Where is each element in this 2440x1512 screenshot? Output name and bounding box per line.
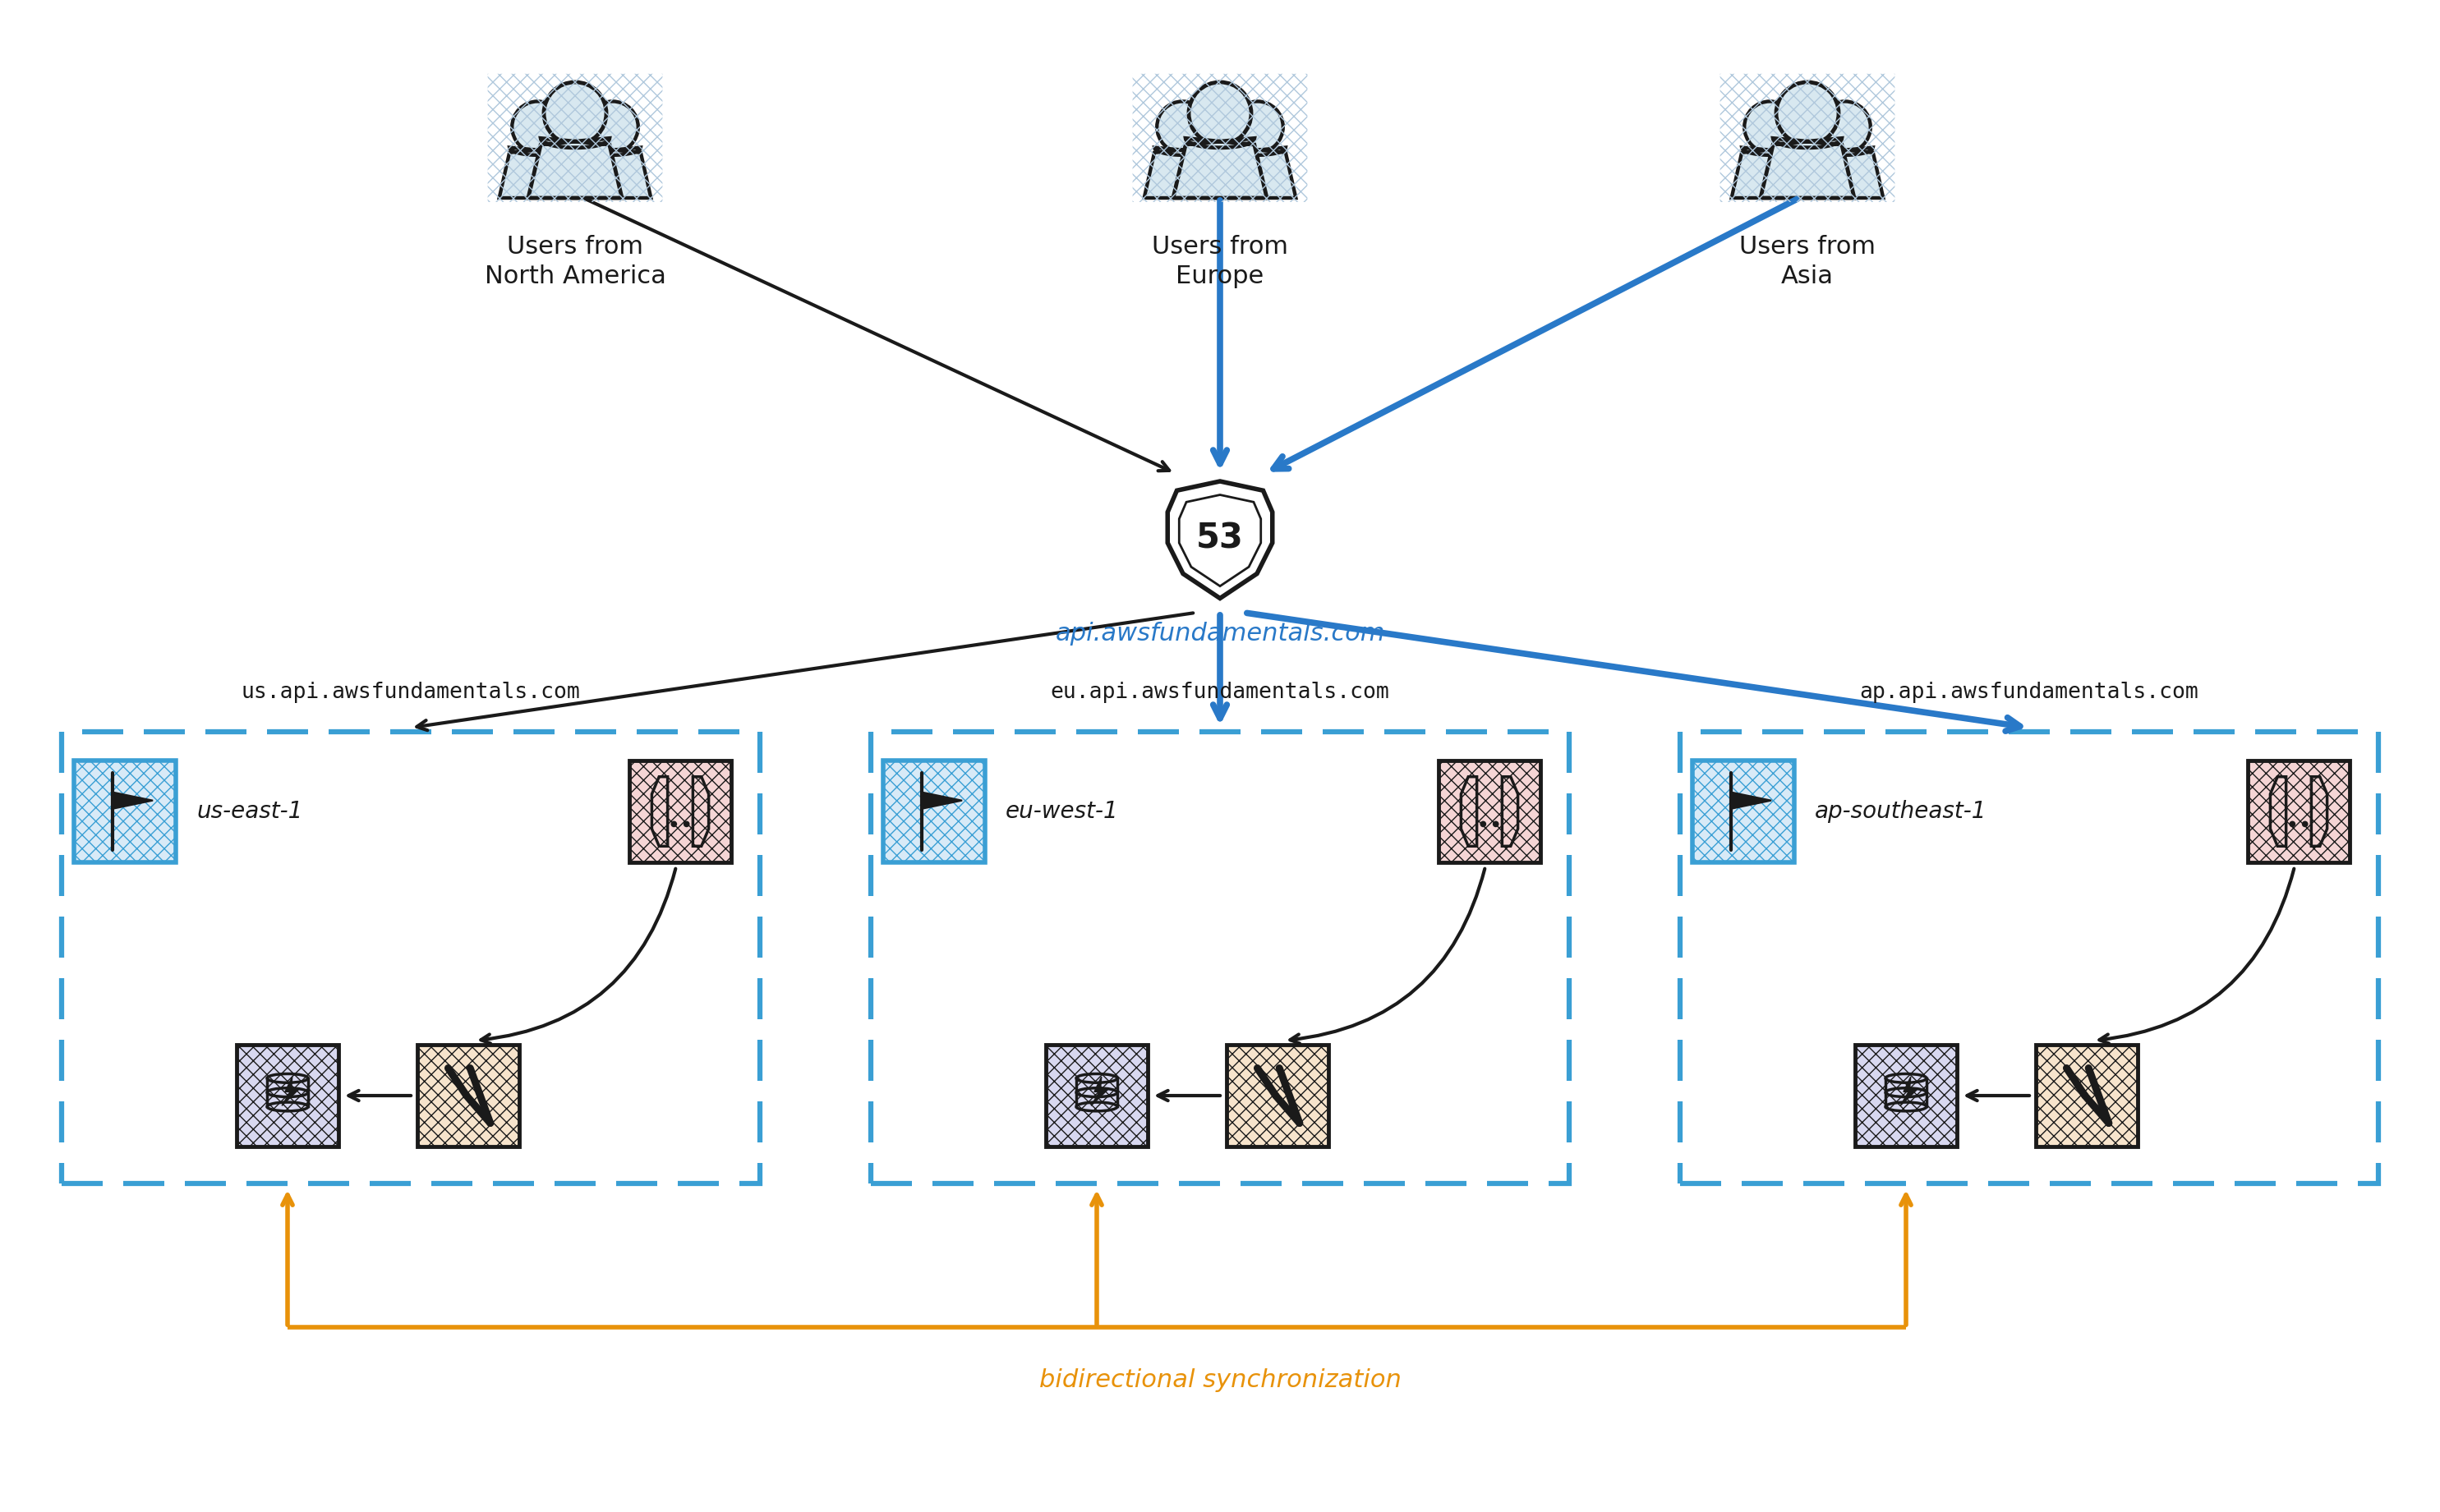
Polygon shape bbox=[1091, 1077, 1108, 1105]
Circle shape bbox=[588, 101, 639, 153]
Text: us.api.awsfundamentals.com: us.api.awsfundamentals.com bbox=[242, 682, 581, 703]
Text: bidirectional synchronization: bidirectional synchronization bbox=[1039, 1368, 1401, 1393]
FancyBboxPatch shape bbox=[237, 1045, 339, 1146]
Circle shape bbox=[1188, 82, 1252, 145]
Text: ap.api.awsfundamentals.com: ap.api.awsfundamentals.com bbox=[1859, 682, 2198, 703]
Polygon shape bbox=[527, 138, 622, 198]
Circle shape bbox=[1745, 101, 1796, 153]
Circle shape bbox=[1157, 101, 1208, 153]
Polygon shape bbox=[283, 1077, 300, 1105]
FancyBboxPatch shape bbox=[73, 761, 176, 862]
FancyBboxPatch shape bbox=[1854, 1045, 1957, 1146]
Polygon shape bbox=[1144, 148, 1220, 198]
Circle shape bbox=[671, 821, 676, 827]
FancyBboxPatch shape bbox=[1047, 1045, 1147, 1146]
FancyBboxPatch shape bbox=[1440, 761, 1540, 862]
Polygon shape bbox=[1730, 792, 1771, 809]
FancyBboxPatch shape bbox=[2035, 1045, 2137, 1146]
Circle shape bbox=[1232, 101, 1283, 153]
Text: api.awsfundamentals.com: api.awsfundamentals.com bbox=[1054, 621, 1386, 646]
Polygon shape bbox=[1806, 148, 1884, 198]
Circle shape bbox=[1820, 101, 1871, 153]
Polygon shape bbox=[112, 792, 154, 809]
Text: us-east-1: us-east-1 bbox=[195, 800, 303, 823]
Circle shape bbox=[1481, 821, 1486, 827]
FancyBboxPatch shape bbox=[1693, 761, 1793, 862]
Polygon shape bbox=[1762, 138, 1854, 198]
Text: Users from
Europe: Users from Europe bbox=[1152, 234, 1288, 289]
FancyBboxPatch shape bbox=[2247, 761, 2350, 862]
Polygon shape bbox=[500, 148, 576, 198]
Text: Users from
Asia: Users from Asia bbox=[1740, 234, 1876, 289]
Circle shape bbox=[683, 821, 691, 827]
Text: ap-southeast-1: ap-southeast-1 bbox=[1815, 800, 1986, 823]
FancyBboxPatch shape bbox=[883, 761, 986, 862]
Text: Users from
North America: Users from North America bbox=[486, 234, 666, 289]
Polygon shape bbox=[1732, 148, 1808, 198]
FancyBboxPatch shape bbox=[630, 761, 732, 862]
Polygon shape bbox=[573, 148, 651, 198]
Text: eu.api.awsfundamentals.com: eu.api.awsfundamentals.com bbox=[1052, 682, 1388, 703]
FancyBboxPatch shape bbox=[1227, 1045, 1327, 1146]
Text: 53: 53 bbox=[1196, 522, 1244, 556]
FancyBboxPatch shape bbox=[417, 1045, 520, 1146]
Circle shape bbox=[2301, 821, 2308, 827]
Polygon shape bbox=[1174, 138, 1266, 198]
Circle shape bbox=[2289, 821, 2296, 827]
Polygon shape bbox=[1169, 481, 1271, 599]
Circle shape bbox=[512, 101, 564, 153]
Circle shape bbox=[544, 82, 605, 145]
Polygon shape bbox=[1220, 148, 1296, 198]
Circle shape bbox=[1776, 82, 1840, 145]
Polygon shape bbox=[1901, 1077, 1918, 1105]
Polygon shape bbox=[1179, 494, 1261, 587]
Circle shape bbox=[1493, 821, 1498, 827]
Polygon shape bbox=[922, 792, 961, 809]
Text: eu-west-1: eu-west-1 bbox=[1005, 800, 1118, 823]
